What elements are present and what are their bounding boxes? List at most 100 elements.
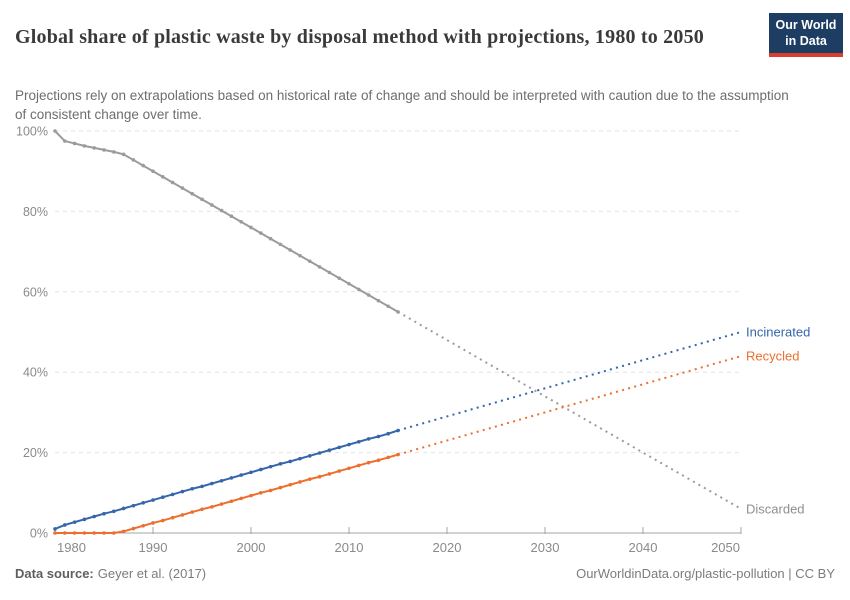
series-marker-incinerated-1991: [161, 495, 165, 500]
series-marker-incinerated-1984: [92, 514, 96, 519]
series-marker-incinerated-2007: [317, 451, 322, 455]
series-marker-discarded-2007: [317, 265, 322, 269]
series-marker-discarded-1994: [190, 191, 194, 196]
series-marker-discarded-2002: [268, 236, 273, 241]
series-marker-incinerated-1996: [210, 481, 214, 486]
series-marker-incinerated-2014: [386, 431, 391, 436]
series-marker-discarded-2011: [357, 287, 361, 292]
series-marker-recycled-2003: [278, 485, 283, 490]
series-marker-recycled-2000: [249, 493, 253, 498]
series-marker-incinerated-2010: [347, 442, 351, 447]
series-marker-discarded-1980: [53, 129, 57, 133]
series-marker-discarded-1988: [131, 158, 136, 162]
series-label-incinerated: Incinerated: [746, 325, 810, 340]
x-axis-label-2020: 2020: [433, 540, 462, 555]
chart-subtitle: Projections rely on extrapolations based…: [15, 87, 789, 123]
series-marker-discarded-1987: [121, 152, 126, 157]
series-marker-discarded-2000: [249, 225, 253, 230]
y-axis-label-100: 100%: [16, 125, 48, 139]
series-marker-recycled-1987: [121, 529, 126, 534]
series-marker-recycled-1991: [161, 518, 165, 523]
series-marker-discarded-2001: [259, 231, 263, 235]
series-marker-recycled-1981: [63, 531, 67, 535]
series-line-incinerated-historical: [54, 429, 399, 530]
series-marker-incinerated-1983: [82, 517, 87, 522]
series-marker-discarded-1991: [161, 175, 165, 179]
series-marker-recycled-1985: [102, 531, 106, 535]
y-axis-label-60: 60%: [23, 285, 48, 299]
series-marker-incinerated-2003: [278, 462, 283, 466]
series-marker-recycled-2007: [317, 474, 322, 479]
series-marker-discarded-1982: [72, 141, 77, 146]
owid-logo: Our World in Data: [769, 13, 843, 58]
series-marker-recycled-2008: [327, 472, 332, 476]
series-line-incinerated-projection: [397, 331, 742, 432]
series-marker-incinerated-1992: [170, 492, 175, 497]
series-marker-discarded-1981: [63, 139, 67, 143]
chart-footer: Data source: Geyer et al. (2017) OurWorld…: [15, 566, 835, 581]
series-marker-recycled-1986: [112, 531, 116, 535]
series-label-discarded: Discarded: [746, 501, 805, 516]
series-line-recycled-historical: [55, 453, 399, 534]
series-marker-discarded-1984: [92, 146, 96, 150]
series-marker-incinerated-2002: [268, 464, 273, 469]
series-marker-incinerated-1999: [239, 473, 243, 477]
series-marker-incinerated-2012: [366, 437, 371, 441]
series-marker-recycled-1995: [200, 507, 204, 512]
series-marker-recycled-1988: [131, 526, 136, 531]
series-marker-incinerated-1980: [53, 527, 57, 531]
series-marker-recycled-1997: [219, 502, 224, 506]
series-marker-incinerated-1995: [200, 484, 204, 489]
series-marker-recycled-2002: [268, 488, 273, 493]
series-marker-recycled-1993: [180, 513, 185, 517]
x-axis-label-2050: 2050: [711, 540, 740, 555]
series-label-recycled: Recycled: [746, 349, 799, 364]
series-marker-recycled-2013: [376, 458, 381, 463]
series-marker-recycled-2009: [337, 469, 342, 473]
series-marker-incinerated-2006: [308, 454, 312, 458]
y-axis-label-20: 20%: [23, 446, 48, 460]
series-marker-discarded-1996: [210, 203, 214, 207]
series-marker-incinerated-1986: [112, 509, 116, 514]
series-marker-incinerated-1989: [141, 501, 145, 505]
series-marker-recycled-1989: [141, 523, 145, 528]
series-marker-incinerated-1993: [180, 489, 185, 494]
series-marker-recycled-1998: [229, 499, 234, 504]
series-line-recycled-projection: [397, 355, 742, 456]
series-marker-incinerated-1990: [151, 498, 155, 502]
series-marker-recycled-1992: [170, 515, 175, 520]
series-marker-recycled-2010: [347, 466, 351, 471]
data-source-value: Geyer et al. (2017): [97, 566, 207, 581]
y-axis-label-80: 80%: [23, 205, 48, 219]
x-axis-label-2000: 2000: [237, 540, 266, 555]
series-marker-incinerated-2005: [298, 456, 302, 461]
series-marker-incinerated-1994: [190, 486, 194, 491]
series-marker-incinerated-1998: [229, 476, 234, 480]
series-marker-recycled-1990: [151, 521, 155, 525]
series-marker-incinerated-1985: [102, 511, 106, 516]
series-marker-discarded-2005: [298, 253, 302, 258]
series-marker-discarded-1998: [229, 214, 234, 219]
x-axis-label-2010: 2010: [335, 540, 364, 555]
series-marker-discarded-1993: [180, 186, 185, 190]
series-marker-incinerated-2008: [327, 448, 332, 452]
series-marker-discarded-1999: [239, 220, 243, 224]
data-source: Data source: Geyer et al. (2017): [15, 566, 206, 581]
series-marker-recycled-1980: [53, 531, 57, 535]
y-axis-label-40: 40%: [23, 366, 48, 380]
series-marker-discarded-2008: [327, 270, 332, 275]
series-marker-recycled-2012: [366, 460, 371, 465]
x-axis-label-1990: 1990: [139, 540, 168, 555]
series-marker-discarded-2014: [386, 304, 391, 309]
series-marker-discarded-1997: [219, 208, 224, 213]
series-marker-recycled-2004: [288, 482, 293, 487]
series-marker-discarded-1985: [102, 148, 106, 152]
series-marker-discarded-2004: [288, 248, 293, 252]
series-marker-discarded-2003: [278, 242, 283, 247]
series-marker-incinerated-1997: [219, 478, 224, 483]
series-marker-discarded-2013: [376, 298, 381, 303]
series-marker-incinerated-2004: [288, 459, 293, 464]
license-credit: OurWorldinData.org/plastic-pollution | C…: [576, 566, 835, 581]
series-marker-discarded-2012: [366, 293, 371, 297]
